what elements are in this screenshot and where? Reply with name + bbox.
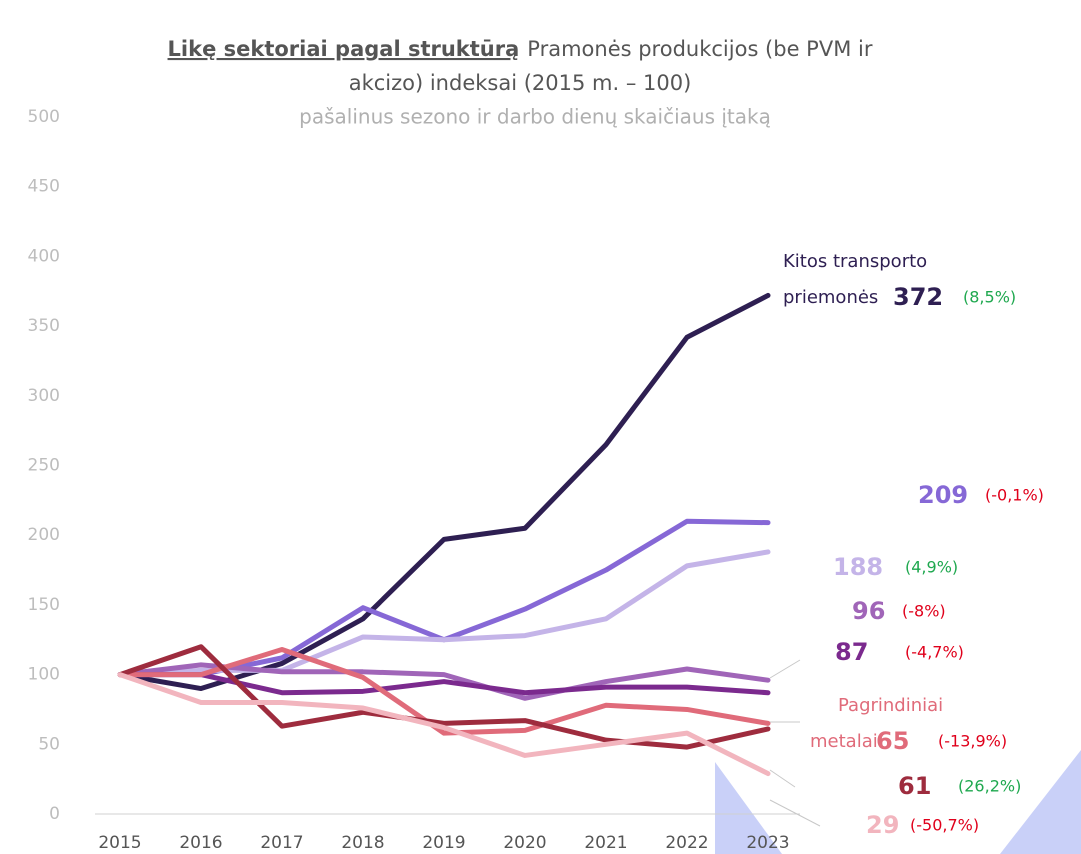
chart-title: Likę sektoriai pagal struktūrą Pramonės p… bbox=[168, 37, 873, 61]
series-line bbox=[117, 292, 771, 692]
subtitle: pašalinus sezono ir darbo dienų skaičiau… bbox=[299, 105, 771, 129]
decoration bbox=[1000, 750, 1081, 854]
title-bold: Likę sektoriai pagal struktūrą bbox=[168, 37, 520, 61]
change-label: (-0,1%) bbox=[985, 486, 1044, 505]
y-tick-label: 400 bbox=[28, 246, 60, 266]
value-label: 87 bbox=[835, 638, 868, 666]
value-label: 29 bbox=[866, 811, 899, 839]
series-line bbox=[117, 644, 771, 750]
x-tick-label: 2018 bbox=[341, 833, 384, 853]
title-line: Pramonės produkcijos (be PVM ir bbox=[527, 37, 873, 61]
change-label: (8,5%) bbox=[963, 288, 1016, 307]
change-label: (-13,9%) bbox=[938, 732, 1007, 751]
x-tick-label: 2017 bbox=[260, 833, 303, 853]
x-tick-label: 2019 bbox=[422, 833, 465, 853]
x-tick-label: 2022 bbox=[665, 833, 708, 853]
value-label: 61 bbox=[898, 772, 931, 800]
y-tick-label: 50 bbox=[38, 734, 60, 754]
x-tick-label: 2021 bbox=[584, 833, 627, 853]
value-label: 96 bbox=[852, 597, 885, 625]
change-label: (-8%) bbox=[902, 602, 946, 621]
value-label: 65 bbox=[876, 727, 909, 755]
leader-lines bbox=[769, 659, 821, 827]
series-line bbox=[117, 672, 771, 696]
x-tick-label: 2020 bbox=[503, 833, 546, 853]
y-tick-label: 450 bbox=[28, 177, 60, 197]
value-label: 372 bbox=[893, 283, 943, 311]
y-tick-label: 150 bbox=[28, 595, 60, 615]
series-line bbox=[117, 647, 771, 736]
y-tick-label: 500 bbox=[28, 107, 60, 127]
x-tick-label: 2023 bbox=[746, 833, 789, 853]
series-line bbox=[117, 672, 771, 777]
x-tick-label: 2015 bbox=[98, 833, 141, 853]
decoration bbox=[715, 762, 782, 854]
series-line bbox=[117, 518, 771, 678]
title-line: akcizo) indeksai (2015 m. – 100) bbox=[349, 71, 692, 95]
x-tick-label: 2016 bbox=[179, 833, 222, 853]
series-label: Pagrindiniai metalai bbox=[810, 695, 949, 752]
series-line bbox=[117, 549, 771, 678]
y-tick-label: 200 bbox=[28, 525, 60, 545]
change-label: (-4,7%) bbox=[905, 643, 964, 662]
y-tick-label: 100 bbox=[28, 665, 60, 685]
y-tick-label: 300 bbox=[28, 386, 60, 406]
value-label: 209 bbox=[918, 481, 968, 509]
y-tick-label: 350 bbox=[28, 316, 60, 336]
change-label: (26,2%) bbox=[958, 777, 1021, 796]
value-label: 188 bbox=[833, 553, 883, 581]
series-label: Kitos transporto priemonės bbox=[783, 251, 933, 308]
y-tick-label: 0 bbox=[49, 804, 60, 824]
y-tick-label: 250 bbox=[28, 456, 60, 476]
change-label: (4,9%) bbox=[905, 558, 958, 577]
change-label: (-50,7%) bbox=[910, 816, 979, 835]
